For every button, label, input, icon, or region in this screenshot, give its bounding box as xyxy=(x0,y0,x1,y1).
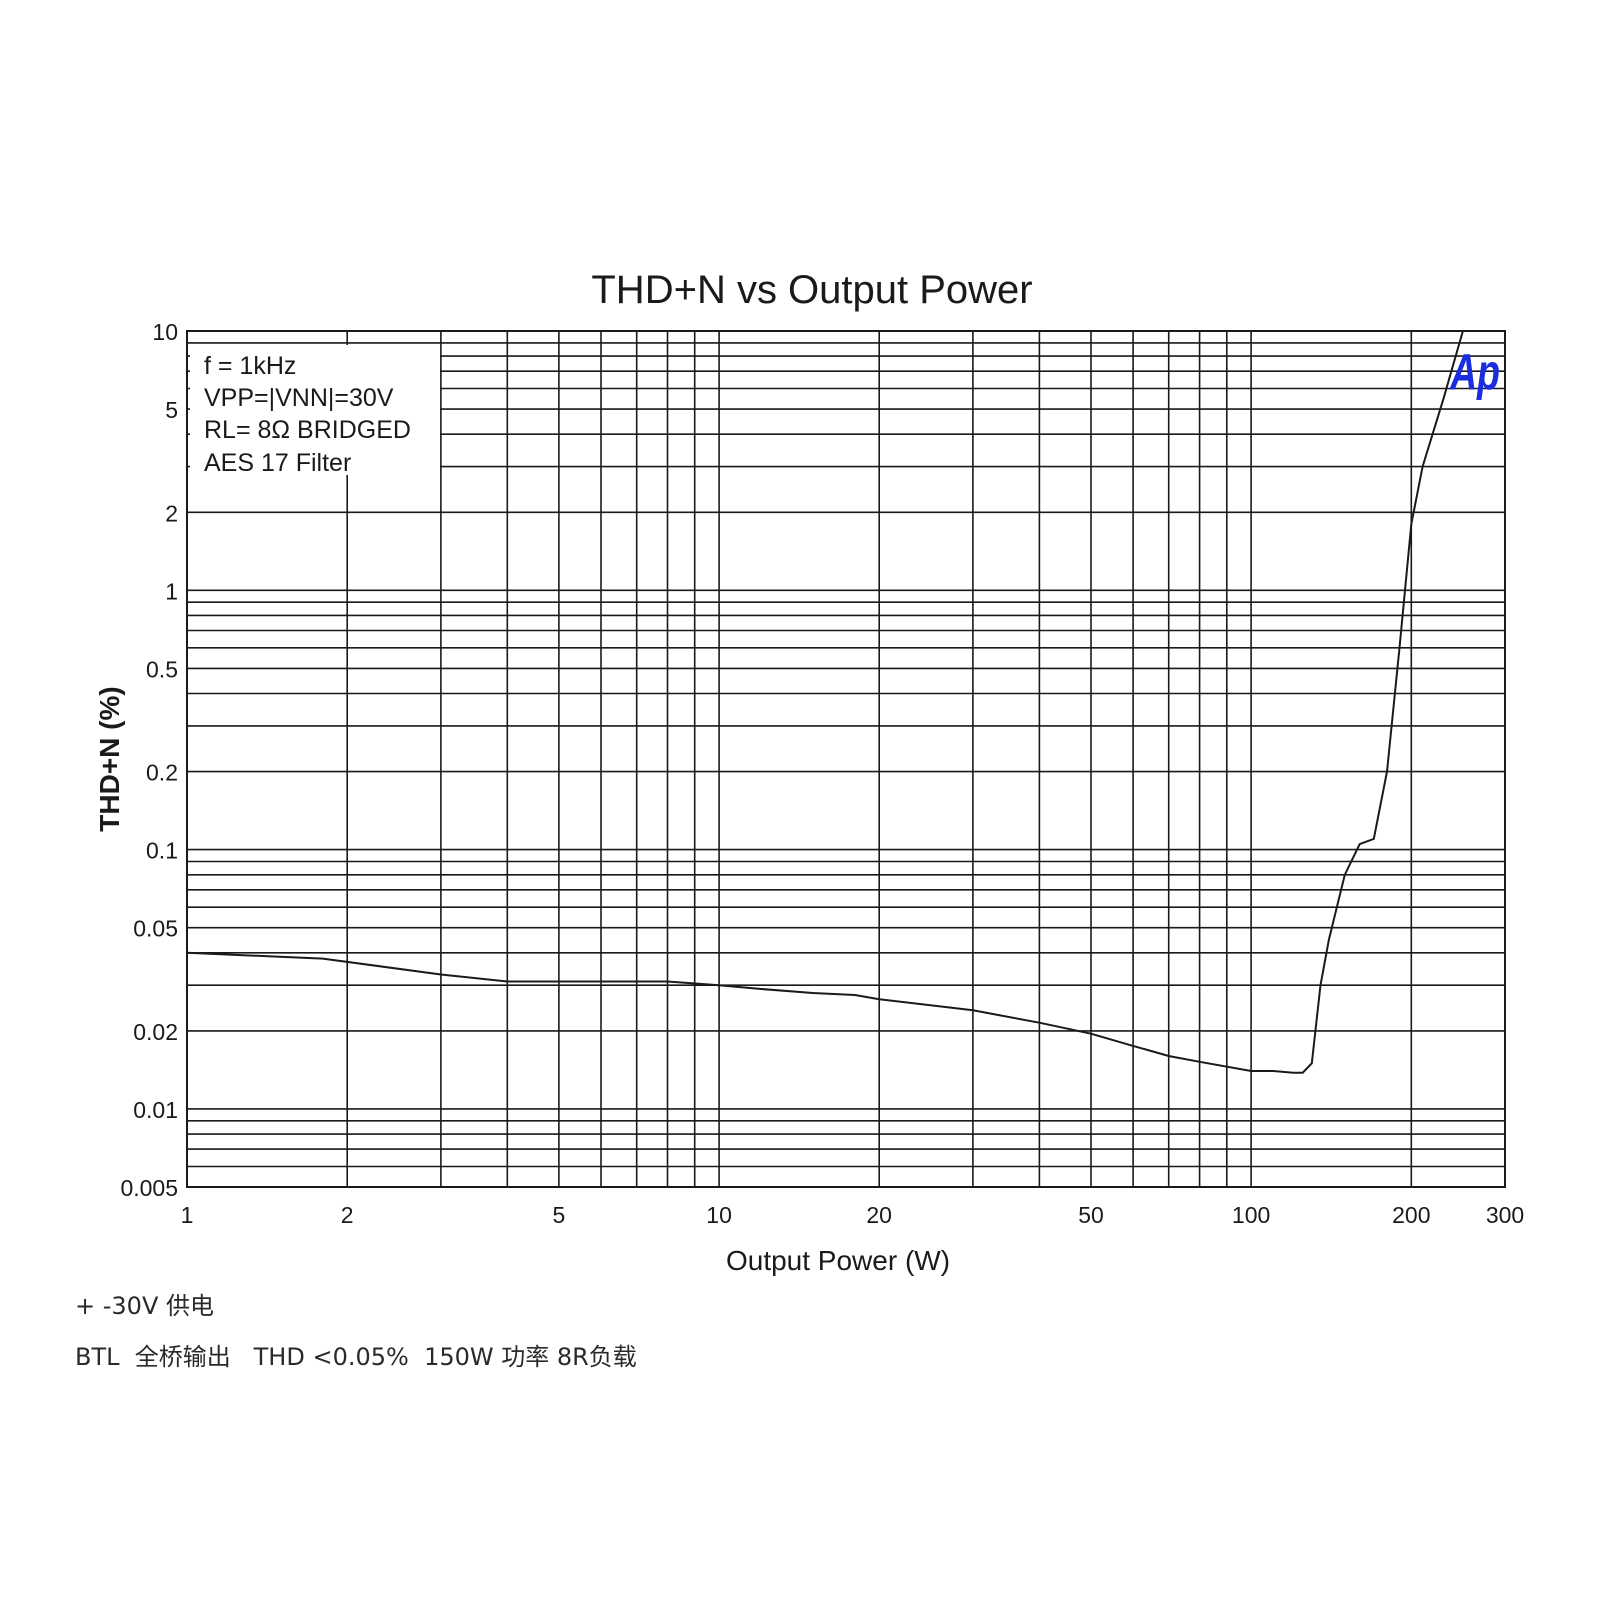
x-tick-label: 1 xyxy=(181,1202,194,1228)
y-tick-label: 0.2 xyxy=(146,760,178,786)
ap-logo: Ap xyxy=(1449,345,1500,401)
y-tick-label: 1 xyxy=(165,578,178,604)
x-tick-label: 300 xyxy=(1486,1202,1524,1228)
x-tick-label: 50 xyxy=(1078,1202,1104,1228)
grid-lines xyxy=(186,330,1506,1188)
x-tick-label: 10 xyxy=(706,1202,732,1228)
y-tick-label: 0.5 xyxy=(146,656,178,682)
caption-line-2: BTL 全桥输出 THD <0.05% 150W 功率 8R负载 xyxy=(75,1343,637,1371)
y-tick-label: 0.1 xyxy=(146,838,178,864)
annotation-background xyxy=(190,345,440,475)
annotation-line: VPP=|VNN|=30V xyxy=(204,384,394,412)
y-axis-label: THD+N (%) xyxy=(94,686,125,831)
y-tick-label: 0.02 xyxy=(133,1019,178,1045)
y-tick-label: 0.05 xyxy=(133,916,178,942)
annotation-line: AES 17 Filter xyxy=(204,449,351,477)
chart-title: THD+N vs Output Power xyxy=(591,268,1032,312)
annotation-box: f = 1kHz VPP=|VNN|=30V RL= 8Ω BRIDGED AE… xyxy=(190,345,440,477)
annotation-line: f = 1kHz xyxy=(204,352,296,380)
y-tick-label: 0.01 xyxy=(133,1097,178,1123)
y-tick-labels: 0.005 0.01 0.02 0.05 0.1 0.2 0.5 1 2 5 10 xyxy=(120,319,178,1201)
x-tick-label: 5 xyxy=(553,1202,566,1228)
y-tick-label: 2 xyxy=(165,500,178,526)
annotation-line: RL= 8Ω BRIDGED xyxy=(204,416,411,444)
x-tick-label: 2 xyxy=(341,1202,354,1228)
x-tick-label: 100 xyxy=(1232,1202,1270,1228)
x-tick-label: 200 xyxy=(1392,1202,1430,1228)
plot-frame xyxy=(186,330,1506,1188)
series-line xyxy=(186,330,1464,1074)
x-tick-label: 20 xyxy=(866,1202,892,1228)
y-tick-label: 0.005 xyxy=(120,1175,178,1201)
y-tick-label: 10 xyxy=(152,319,178,345)
caption-line-1: + -30V 供电 xyxy=(75,1292,214,1320)
y-tick-label: 5 xyxy=(165,397,178,423)
x-axis-label: Output Power (W) xyxy=(726,1245,950,1276)
x-tick-labels: 1 2 5 10 20 50 100 200 300 xyxy=(181,1202,1525,1228)
